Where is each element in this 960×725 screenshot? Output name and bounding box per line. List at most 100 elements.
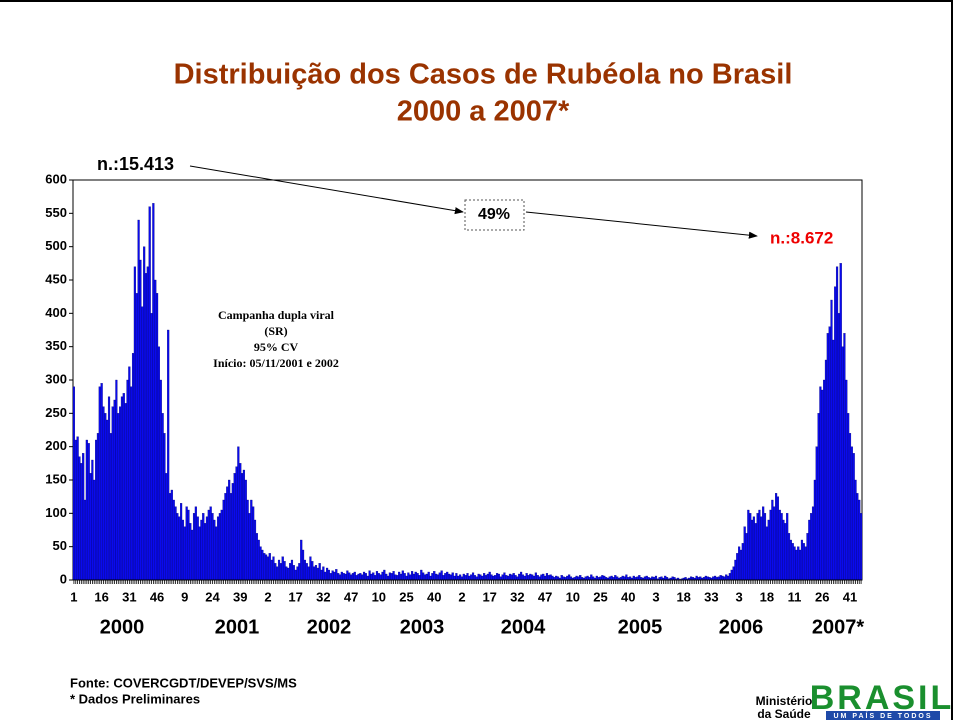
bar <box>433 571 436 581</box>
bar <box>841 346 844 581</box>
bar <box>122 393 125 581</box>
arrow <box>525 211 758 239</box>
slogan: UM PAÍS DE TODOS <box>833 711 932 720</box>
bar <box>787 533 791 581</box>
bar <box>763 513 767 581</box>
bar <box>357 573 360 581</box>
bar <box>595 575 598 581</box>
bar <box>139 259 142 581</box>
bar <box>150 313 153 581</box>
bar <box>603 575 606 581</box>
bar <box>106 419 109 581</box>
bar <box>850 446 853 581</box>
annotation: 49% <box>478 206 510 223</box>
bar <box>518 573 521 581</box>
bar <box>473 575 476 581</box>
bar <box>826 333 829 581</box>
bar <box>466 573 469 581</box>
bar <box>374 575 377 581</box>
plot <box>72 203 863 581</box>
bar <box>192 513 196 581</box>
bar <box>152 203 155 581</box>
year-label: 2001 <box>215 616 260 638</box>
bar <box>436 574 440 581</box>
ministry: da Saúde <box>757 707 811 720</box>
bar <box>601 575 604 581</box>
bar <box>170 489 173 581</box>
bar <box>331 570 334 581</box>
bar <box>444 573 447 581</box>
bar <box>512 573 515 581</box>
y-tick-label: 500 <box>45 238 67 253</box>
bar <box>268 553 271 581</box>
bar <box>449 574 452 581</box>
bar <box>566 575 569 581</box>
bar <box>265 554 268 581</box>
bar <box>303 559 306 581</box>
bar <box>155 293 159 581</box>
bar <box>786 513 789 581</box>
bar <box>161 413 164 581</box>
bar <box>200 519 203 581</box>
bar <box>113 399 116 581</box>
bar <box>196 516 199 581</box>
y-tick-label: 450 <box>45 271 67 286</box>
chart-subtitle: 2000 a 2007* <box>397 96 570 128</box>
bar <box>431 573 434 581</box>
bar <box>832 339 835 581</box>
bar <box>830 299 833 581</box>
bar <box>325 567 329 581</box>
bar <box>800 539 804 581</box>
bar <box>181 519 185 581</box>
bar <box>547 575 550 581</box>
bar <box>185 506 188 581</box>
x-tick-label: 31 <box>122 589 136 604</box>
bar <box>309 556 312 581</box>
bar <box>811 506 815 581</box>
bar <box>695 575 698 581</box>
bar <box>725 574 728 581</box>
x-tick-label: 24 <box>205 589 220 604</box>
bar <box>590 574 593 581</box>
bar <box>429 575 432 581</box>
bar <box>457 575 460 581</box>
year-label: 2000 <box>100 616 145 638</box>
bar <box>510 574 513 581</box>
bar <box>767 519 770 581</box>
bar <box>109 433 112 581</box>
bar <box>392 571 395 581</box>
bar <box>455 573 458 581</box>
bar <box>828 326 831 581</box>
y-tick-label: 50 <box>53 538 67 553</box>
source: * Dados Preliminares <box>70 691 200 706</box>
bar <box>488 571 491 581</box>
bar <box>311 561 314 581</box>
x-tick-label: 33 <box>704 589 718 604</box>
bar <box>771 499 774 581</box>
bar <box>289 563 292 581</box>
bar <box>486 573 489 581</box>
bar <box>361 574 364 581</box>
bar <box>503 572 506 581</box>
bar <box>765 526 768 581</box>
bar <box>483 573 486 581</box>
bar <box>78 456 81 581</box>
bar <box>440 570 443 581</box>
slogan-band <box>826 711 940 720</box>
bar <box>797 546 800 581</box>
bar <box>111 406 114 581</box>
bar <box>80 463 83 581</box>
bar <box>390 573 393 581</box>
bar <box>172 499 175 581</box>
bar <box>468 575 471 581</box>
bar <box>399 573 403 581</box>
bar <box>481 575 484 581</box>
bar <box>791 543 794 581</box>
bar <box>204 523 207 581</box>
bar <box>446 571 449 581</box>
x-tick-label: 32 <box>510 589 524 604</box>
bar <box>410 571 414 581</box>
bar <box>750 519 754 581</box>
x-tick-label: 16 <box>94 589 108 604</box>
bar <box>520 571 523 581</box>
